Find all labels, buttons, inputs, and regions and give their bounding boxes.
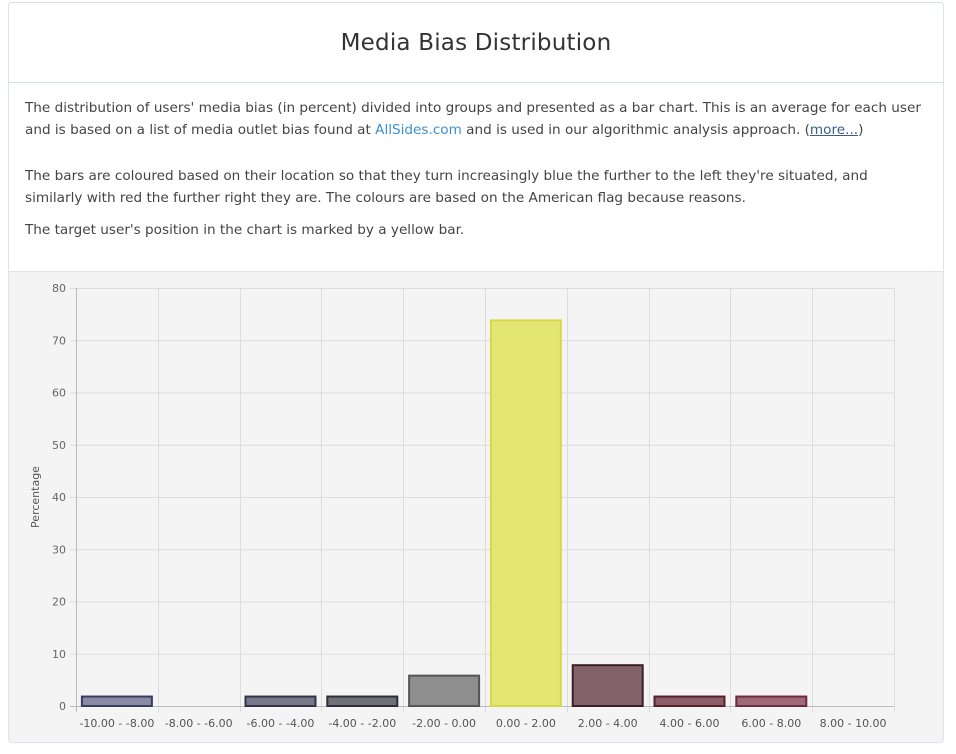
x-tick-label: 4.00 - 6.00 (660, 717, 720, 730)
y-tick-label: 50 (52, 439, 66, 452)
description-paragraph-1: The distribution of users' media bias (i… (25, 97, 927, 141)
panel-header: Media Bias Distribution (9, 3, 943, 83)
y-tick-label: 40 (52, 491, 66, 504)
y-tick-label: 0 (59, 700, 66, 713)
bar-0_00_2_00 (489, 319, 562, 707)
page-title: Media Bias Distribution (340, 29, 612, 56)
x-tick-label: 0.00 - 2.00 (496, 717, 556, 730)
x-tick-label: -10.00 - -8.00 (79, 717, 154, 730)
bar-2_00_4_00 (571, 664, 644, 708)
bar-_2_00_0_00 (408, 674, 481, 707)
x-tick-label: -8.00 - -6.00 (165, 717, 233, 730)
bar-_4_00_2_00 (326, 695, 399, 707)
description-paragraph-2: The bars are coloured based on their loc… (25, 168, 868, 206)
chart-area: 0 10 20 30 40 50 60 70 80 -10.00 - -8.00 -8.00 - -… (9, 271, 943, 742)
description-text-cont: and is used in our algorithmic analysis … (461, 122, 810, 138)
bar-_6_00_4_00 (244, 695, 317, 707)
x-tick-label: 8.00 - 10.00 (820, 717, 887, 730)
bar-_10_00_8_00 (80, 695, 153, 707)
description-text: The distribution of users' media bias (i… (25, 100, 921, 138)
y-tick-label: 20 (52, 596, 66, 609)
bar-4_00_6_00 (653, 695, 726, 707)
y-tick-label: 60 (52, 387, 66, 400)
more-link[interactable]: more... (809, 122, 859, 138)
description-paren: ) (858, 122, 864, 138)
x-tick-label: -4.00 - -2.00 (328, 717, 396, 730)
media-bias-panel: Media Bias Distribution The distribution… (8, 2, 944, 743)
x-tick-label: -6.00 - -4.00 (247, 717, 315, 730)
y-axis-label: Percentage (29, 466, 42, 528)
y-tick-label: 30 (52, 543, 66, 556)
panel-description: The distribution of users' media bias (i… (9, 83, 943, 241)
bar-chart: 0 10 20 30 40 50 60 70 80 -10.00 - -8.00 -8.00 - -… (29, 282, 895, 730)
y-tick-label: 80 (52, 282, 66, 295)
bar-6_00_8_00 (735, 695, 808, 707)
allsides-link[interactable]: AllSides.com (375, 122, 462, 138)
x-tick-label: -2.00 - 0.00 (412, 717, 476, 730)
x-tick-label: 6.00 - 8.00 (741, 717, 801, 730)
y-tick-label: 10 (52, 648, 66, 661)
y-tick-label: 70 (52, 334, 66, 347)
description-paragraph-3: The target user's position in the chart … (25, 222, 465, 238)
x-tick-label: 2.00 - 4.00 (578, 717, 638, 730)
